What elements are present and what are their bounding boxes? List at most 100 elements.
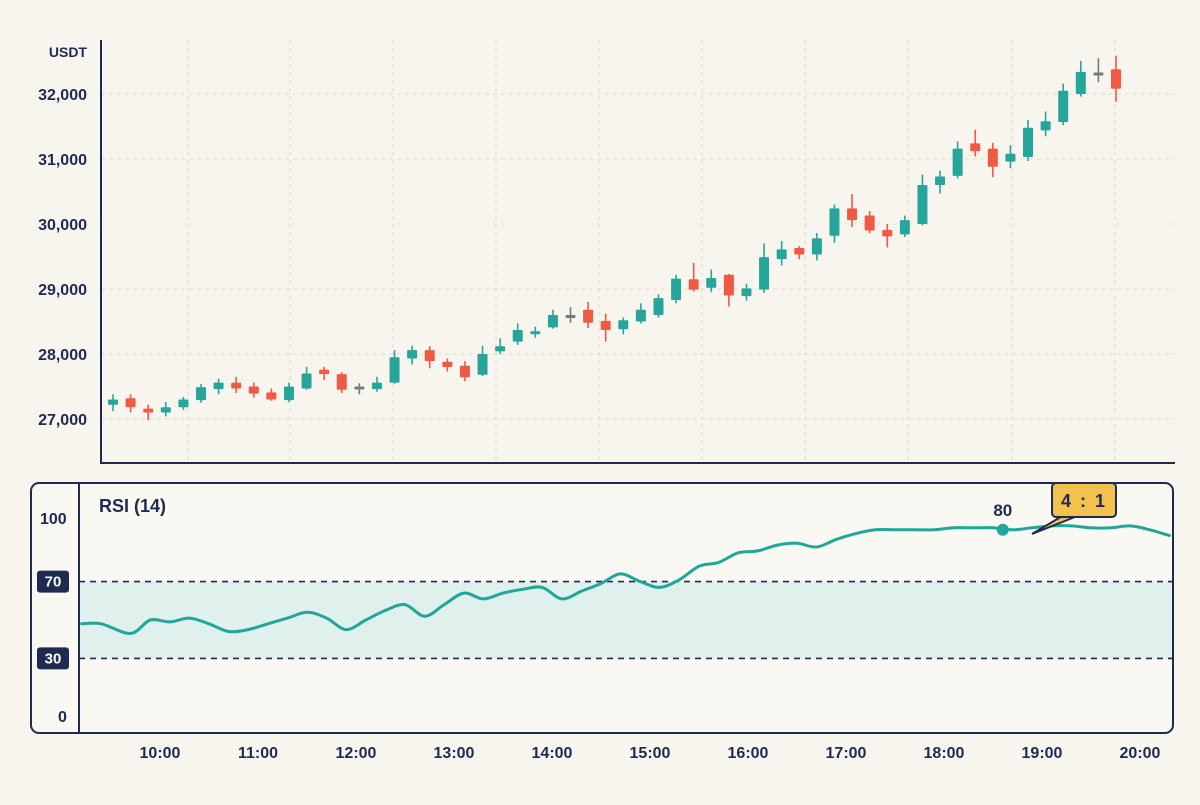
candle[interactable]	[811, 233, 822, 261]
candle-body	[882, 229, 893, 237]
candle[interactable]	[935, 170, 946, 194]
candle[interactable]	[547, 309, 558, 329]
candle[interactable]	[600, 313, 611, 342]
candle[interactable]	[530, 326, 541, 338]
candle[interactable]	[1075, 60, 1086, 97]
candle-body	[759, 257, 770, 290]
candle[interactable]	[1023, 120, 1034, 161]
candle-body	[706, 277, 717, 288]
candle[interactable]	[354, 383, 365, 395]
candle[interactable]	[125, 394, 136, 413]
candle[interactable]	[407, 345, 418, 365]
candle[interactable]	[160, 402, 171, 417]
candle-body	[794, 248, 805, 255]
candle[interactable]	[371, 376, 382, 392]
candle-body	[864, 215, 875, 231]
candle[interactable]	[424, 346, 435, 369]
candle[interactable]	[706, 269, 717, 293]
candle[interactable]	[108, 394, 118, 412]
candle[interactable]	[565, 307, 576, 323]
rsi-peak-value-label: 80	[993, 501, 1012, 520]
candle-body	[1093, 72, 1104, 76]
candle[interactable]	[671, 274, 682, 304]
candle[interactable]	[635, 303, 646, 324]
candle[interactable]	[459, 361, 470, 382]
candle[interactable]	[618, 317, 629, 335]
candle-body	[1058, 90, 1069, 122]
candle[interactable]	[653, 294, 664, 318]
candle-body	[723, 274, 734, 296]
time-tick-label: 20:00	[1120, 745, 1161, 762]
candle[interactable]	[917, 174, 928, 226]
candle-body	[371, 382, 382, 390]
candle[interactable]	[882, 224, 893, 248]
time-tick-label: 12:00	[336, 745, 377, 762]
candle-body	[495, 346, 506, 352]
candle[interactable]	[723, 274, 734, 307]
candle[interactable]	[477, 345, 488, 377]
ratio-badge: 4 : 1	[1031, 482, 1117, 535]
candle[interactable]	[319, 367, 330, 380]
candle[interactable]	[583, 302, 594, 328]
candle[interactable]	[829, 204, 840, 243]
candle[interactable]	[248, 382, 259, 398]
candle-body	[1040, 121, 1051, 131]
candle[interactable]	[864, 211, 875, 234]
candle-body	[565, 315, 576, 318]
candle-body	[952, 148, 963, 176]
candle-body	[671, 278, 682, 301]
candle[interactable]	[301, 367, 312, 390]
candle[interactable]	[970, 129, 981, 157]
candle[interactable]	[1111, 55, 1121, 102]
candle-body	[653, 298, 664, 315]
candle[interactable]	[283, 382, 294, 403]
candle[interactable]	[495, 338, 506, 354]
candle[interactable]	[266, 388, 277, 401]
candle[interactable]	[213, 378, 224, 395]
price-y-tick-label: 29,000	[38, 282, 87, 299]
candle[interactable]	[1005, 145, 1016, 169]
rsi-line[interactable]	[80, 524, 1171, 635]
rsi-level-badge-text: 30	[45, 650, 62, 667]
ratio-badge-box	[1051, 482, 1117, 518]
candle[interactable]	[794, 246, 805, 260]
candle-body	[108, 399, 118, 405]
candle-body	[266, 392, 277, 400]
candle[interactable]	[1093, 58, 1104, 83]
candle-body	[1075, 71, 1086, 94]
candle[interactable]	[389, 350, 400, 384]
candle[interactable]	[776, 240, 787, 266]
candle[interactable]	[195, 383, 206, 403]
candle-body	[776, 249, 787, 260]
price-y-tick-label: 27,000	[38, 412, 87, 429]
time-tick-label: 11:00	[238, 745, 278, 762]
candle[interactable]	[178, 396, 189, 410]
candle[interactable]	[987, 142, 998, 178]
candle[interactable]	[1058, 83, 1069, 126]
candle-body	[1111, 69, 1121, 89]
candle[interactable]	[759, 243, 770, 293]
candle[interactable]	[1040, 111, 1051, 137]
candle[interactable]	[688, 263, 699, 292]
candle-body	[424, 350, 435, 362]
rsi-peak-marker[interactable]	[996, 523, 1009, 536]
candle-body	[847, 208, 858, 221]
candle[interactable]	[952, 141, 963, 179]
candle[interactable]	[336, 372, 347, 393]
candle-body	[935, 176, 946, 185]
price-gridlines	[101, 40, 1175, 463]
candle[interactable]	[512, 323, 523, 345]
candle[interactable]	[741, 283, 752, 301]
candle-body	[319, 369, 330, 375]
candlestick-series[interactable]	[108, 55, 1121, 421]
candle-body	[829, 208, 840, 236]
rsi-title: RSI (14)	[99, 496, 166, 516]
time-tick-label: 14:00	[532, 745, 573, 762]
candle-body	[477, 354, 488, 375]
candle[interactable]	[899, 215, 910, 237]
candle[interactable]	[143, 404, 154, 421]
candle-body	[301, 373, 312, 389]
candle[interactable]	[231, 376, 242, 393]
candle[interactable]	[442, 358, 453, 372]
candle[interactable]	[847, 194, 858, 228]
